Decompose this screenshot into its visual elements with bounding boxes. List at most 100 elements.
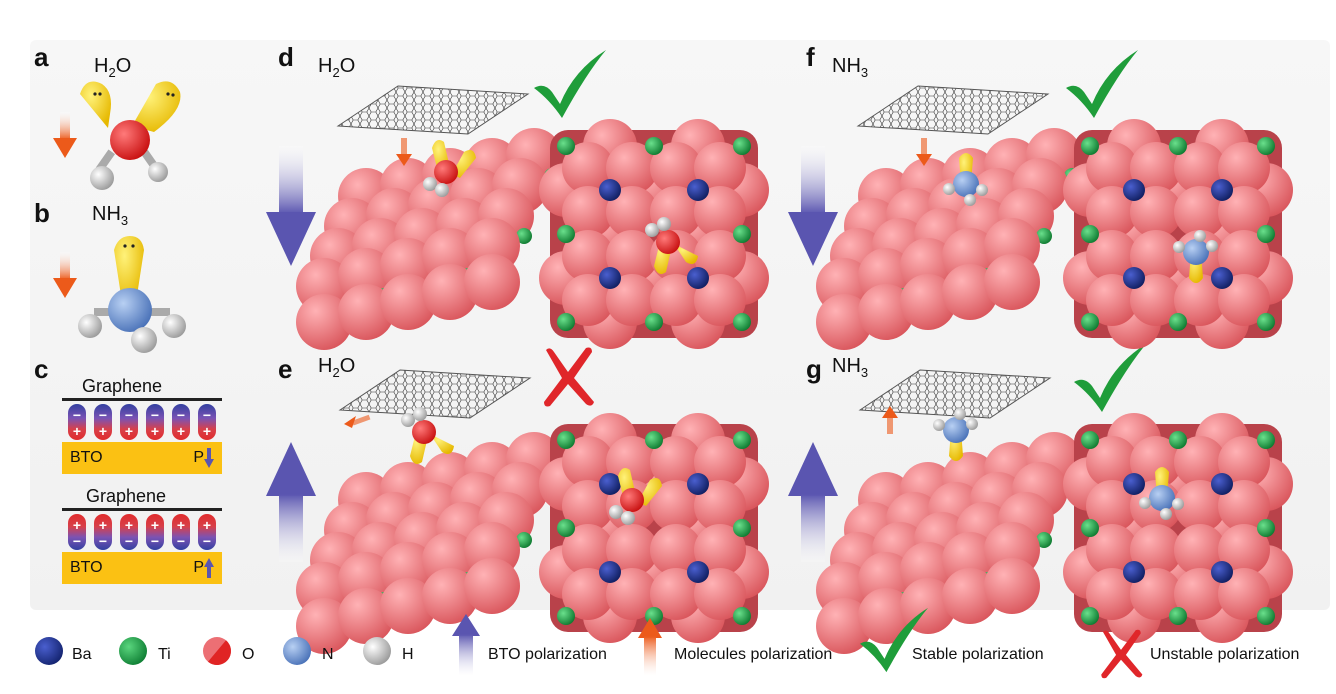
ti-atom [557, 137, 575, 155]
ba-atom [1211, 179, 1233, 201]
o-atom [942, 264, 998, 320]
o-atom [650, 524, 702, 576]
hydrogen [966, 418, 978, 430]
o-atom [942, 568, 998, 624]
polarization-up-icon [204, 558, 214, 578]
o-atom [694, 186, 746, 238]
o-atom [650, 436, 702, 488]
o-atom [816, 598, 872, 654]
ba-atom [1211, 473, 1233, 495]
o-atom [1218, 436, 1270, 488]
lone-pair [452, 150, 476, 178]
ti-atom [516, 228, 532, 244]
molecule-polarization-arrow-b [53, 252, 77, 298]
hydrogen [933, 419, 945, 431]
ba-atom [1211, 267, 1233, 289]
o-atom [1130, 186, 1182, 238]
ti-atom [557, 431, 575, 449]
ti-atom [645, 431, 663, 449]
o-atom [1130, 524, 1182, 576]
ti-atom [1036, 228, 1052, 244]
o-atom [562, 568, 614, 620]
legend-ti-ball [119, 637, 147, 665]
o-atom [338, 588, 394, 644]
nitrogen [943, 417, 969, 443]
ti-atom [557, 225, 575, 243]
lone-pair [674, 244, 698, 264]
o-atom [694, 568, 746, 620]
ti-atom [516, 532, 532, 548]
ba-atom [687, 473, 709, 495]
ti-atom [733, 607, 751, 625]
dipole: − + [94, 404, 112, 440]
dipole: + − [146, 514, 164, 550]
molecule-arrow-shaft [887, 416, 893, 434]
graphene-line-bottom [62, 508, 222, 511]
molecule-polarization-arrow-a [53, 112, 77, 158]
ti-atom [557, 607, 575, 625]
o-atom [694, 142, 746, 194]
o-atom [984, 558, 1040, 614]
formula-h2o-a: H2O [94, 55, 132, 80]
o-atom [606, 568, 658, 620]
o-atom [816, 294, 872, 350]
bto-substrate-top: BTO P [62, 442, 222, 474]
ti-atom [733, 225, 751, 243]
dipole: + − [94, 514, 112, 550]
o-atom [650, 480, 702, 532]
graphene-sheet [858, 369, 1052, 419]
ti-atom [1036, 532, 1052, 548]
ti-atom [1257, 519, 1275, 537]
ti-atom [1257, 225, 1275, 243]
o-atom [1218, 480, 1270, 532]
o-atom [984, 254, 1040, 310]
molecule-arrow-head [916, 154, 932, 166]
molecule-arrow-shaft [921, 138, 927, 156]
graphene-label-bottom: Graphene [86, 486, 167, 506]
hydrogen [964, 194, 976, 206]
nitrogen [953, 171, 979, 197]
ti-atom [1257, 137, 1275, 155]
dipole: + − [198, 514, 216, 550]
ba-atom [687, 561, 709, 583]
ti-atom [645, 313, 663, 331]
formula-h2o-d: H2O [318, 55, 356, 80]
panel-label-c: c [34, 354, 49, 384]
lone-pair [638, 478, 662, 506]
legend-o-ball [203, 637, 231, 665]
ti-atom [557, 313, 575, 331]
dipole: − + [146, 404, 164, 440]
o-atom [694, 230, 746, 282]
bto-polarization-arrow-d [266, 146, 316, 266]
o-atom [606, 274, 658, 326]
ti-atom [1169, 137, 1187, 155]
o-atom [562, 230, 614, 282]
o-atom [1218, 568, 1270, 620]
hydrogen [401, 413, 415, 427]
ba-atom [599, 561, 621, 583]
panel-label-d: d [278, 42, 294, 72]
graphene-label-top: Graphene [82, 376, 163, 396]
legend-check-icon [860, 607, 928, 673]
ti-atom [733, 431, 751, 449]
o-atom [380, 578, 436, 634]
water-oxygen [620, 488, 644, 512]
hydrogen [1160, 508, 1172, 520]
o-atom [1086, 142, 1138, 194]
graphene-line-top [62, 398, 222, 401]
dipole: − + [120, 404, 138, 440]
o-atom [900, 274, 956, 330]
o-atom [338, 284, 394, 340]
panel-label-a: a [34, 42, 49, 72]
o-atom [1174, 186, 1226, 238]
ba-atom [599, 267, 621, 289]
o-atom [562, 524, 614, 576]
ti-atom [557, 519, 575, 537]
ba-atom [1123, 561, 1145, 583]
o-atom [422, 568, 478, 624]
o-atom [1174, 436, 1226, 488]
hydrogen [657, 217, 671, 231]
o-atom [694, 480, 746, 532]
o-atom [650, 274, 702, 326]
